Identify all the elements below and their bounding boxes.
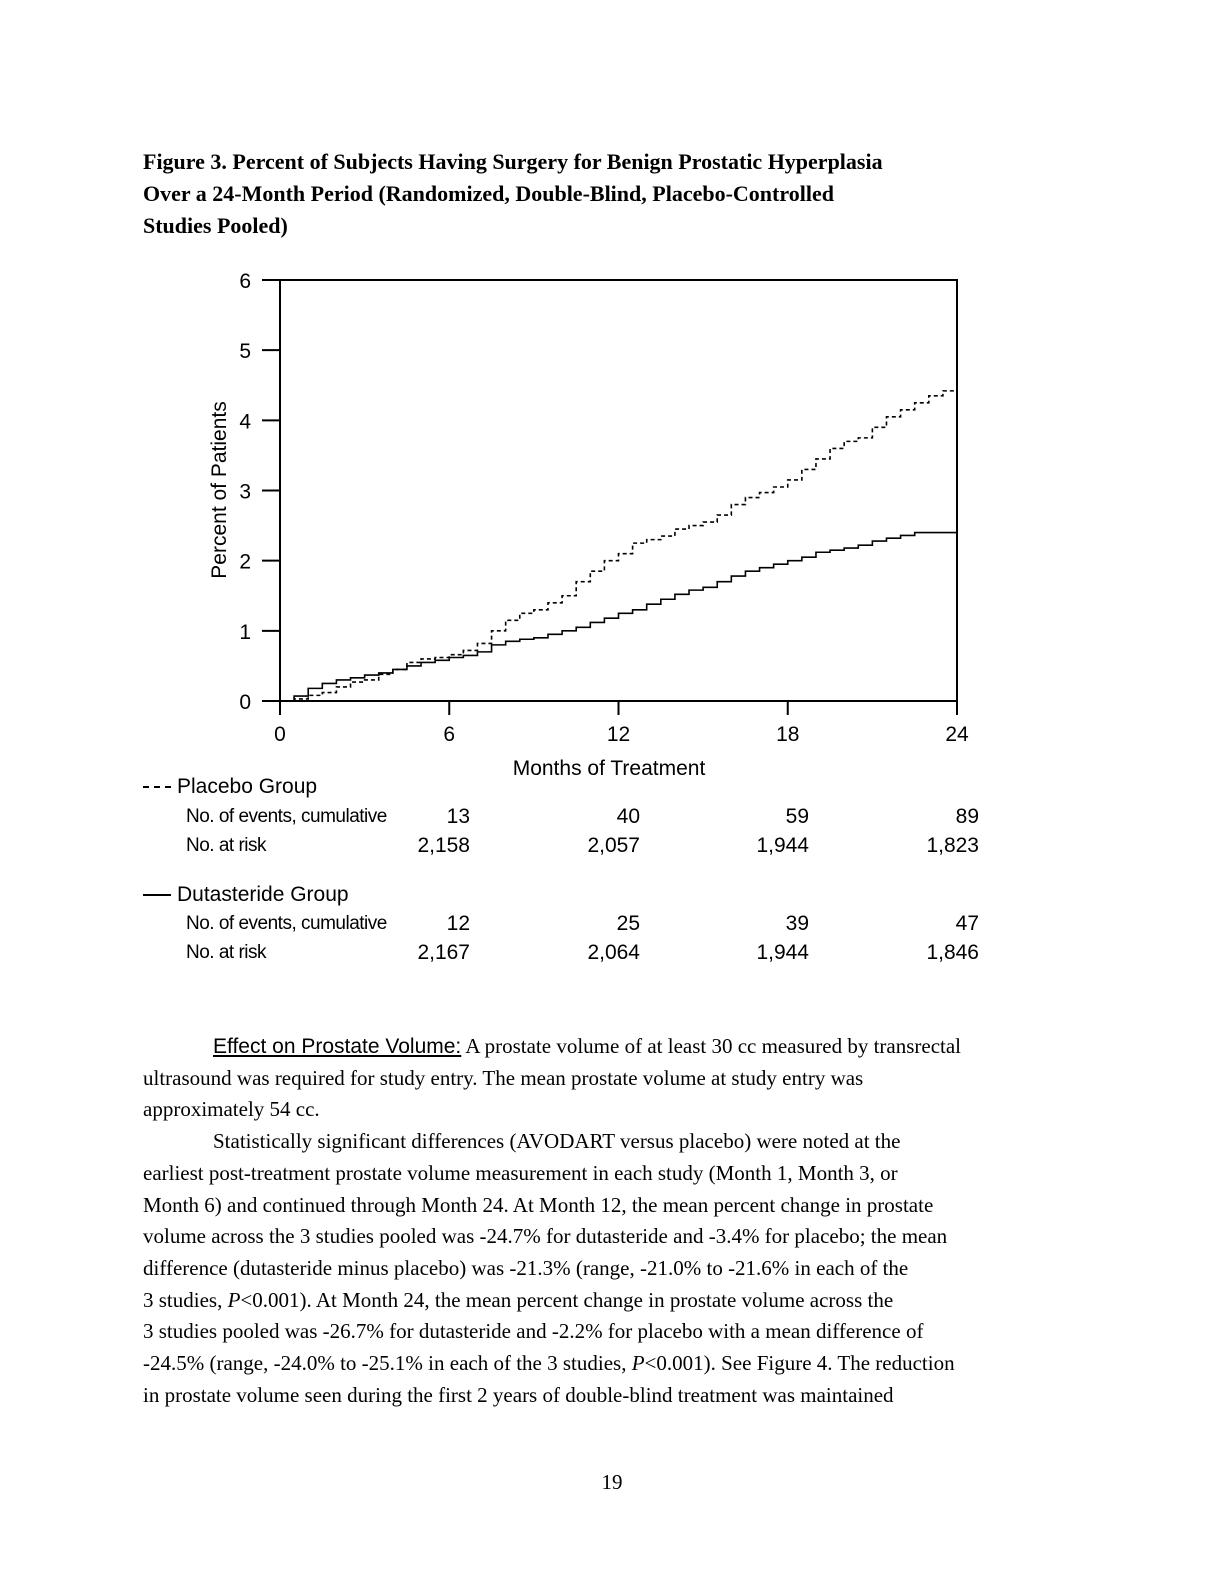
placebo-risk-12: 2,057 <box>587 834 640 857</box>
figure-title: Figure 3. Percent of Subjects Having Sur… <box>143 146 1023 242</box>
page-number: 19 <box>601 1470 623 1494</box>
y-axis-label: Percent of Patients <box>208 401 231 578</box>
paragraph-line: 3 studies pooled was -26.7% for dutaster… <box>143 1319 924 1344</box>
paragraph-line: volume across the 3 studies pooled was -… <box>143 1224 948 1249</box>
placebo-events-18: 59 <box>785 805 809 828</box>
x-tick-label: 6 <box>443 723 455 746</box>
legend-placebo-label: Placebo Group <box>177 775 318 798</box>
y-tick-label: 6 <box>239 270 251 293</box>
paragraph-line: in prostate volume seen during the first… <box>143 1382 894 1407</box>
dutasteride-events-12: 25 <box>616 912 640 935</box>
dutasteride-events-6: 12 <box>446 912 470 935</box>
x-tick-label: 0 <box>274 723 286 746</box>
y-axis: 0 1 2 3 4 5 6 <box>239 270 280 714</box>
placebo-events-6: 13 <box>446 805 470 828</box>
placebo-events-label: No. of events, cumulative <box>186 806 387 827</box>
section-heading: Effect on Prostate Volume: <box>213 1035 462 1058</box>
dutasteride-risk-label: No. at risk <box>186 942 267 963</box>
text-run: <0.001). See Figure 4. The reduction <box>644 1351 955 1376</box>
placebo-risk-label: No. at risk <box>186 835 267 856</box>
x-axis: 0 6 12 18 24 <box>274 701 969 746</box>
legend-dashed-line <box>143 786 171 789</box>
p-value-symbol: P <box>631 1351 645 1376</box>
paragraph-line: earliest post-treatment prostate volume … <box>143 1160 898 1185</box>
series-layer <box>280 390 957 702</box>
y-tick-label: 2 <box>239 551 251 574</box>
dutasteride-events-label: No. of events, cumulative <box>186 913 387 934</box>
text-run: 3 studies, <box>143 1287 228 1312</box>
paragraph-prostate-volume: Effect on Prostate Volume: A prostate vo… <box>143 1031 1073 1126</box>
dutasteride-risk-6: 2,167 <box>417 941 470 964</box>
x-tick-label: 12 <box>607 723 630 746</box>
paragraph-line: approximately 54 cc. <box>143 1097 320 1122</box>
figure-title-line: Over a 24-Month Period (Randomized, Doub… <box>143 181 834 206</box>
dutasteride-risk-24: 1,846 <box>926 941 979 964</box>
figure-title-line: Figure 3. Percent of Subjects Having Sur… <box>143 149 883 174</box>
paragraph-text: A prostate volume of at least 30 cc meas… <box>461 1034 962 1058</box>
placebo-series-line <box>280 390 957 702</box>
y-tick-label: 4 <box>239 410 251 433</box>
legend-dutasteride: Dutasteride Group <box>143 883 349 907</box>
legend-dutasteride-label: Dutasteride Group <box>177 883 349 906</box>
body-text: Effect on Prostate Volume: A prostate vo… <box>143 1031 1073 1411</box>
x-tick-label: 24 <box>945 723 969 746</box>
placebo-risk-18: 1,944 <box>756 834 809 857</box>
y-tick-label: 3 <box>239 481 251 504</box>
legend-placebo: Placebo Group <box>143 775 317 799</box>
y-tick-label: 1 <box>239 621 251 644</box>
y-tick-label: 0 <box>239 691 251 714</box>
paragraph-line: ultrasound was required for study entry.… <box>143 1065 864 1090</box>
plot-frame <box>279 279 958 702</box>
text-run: -24.5% (range, -24.0% to -25.1% in each … <box>143 1351 632 1376</box>
paragraph-line: difference (dutasteride minus placebo) w… <box>143 1255 909 1280</box>
dutasteride-risk-12: 2,064 <box>587 941 640 964</box>
placebo-events-24: 89 <box>955 805 979 828</box>
legend-solid-line <box>143 894 171 897</box>
paragraph-line: 3 studies, P<0.001). At Month 24, the me… <box>143 1285 1073 1317</box>
paragraph-line: -24.5% (range, -24.0% to -25.1% in each … <box>143 1348 1073 1380</box>
placebo-risk-6: 2,158 <box>417 834 470 857</box>
placebo-risk-24: 1,823 <box>926 834 979 857</box>
placebo-events-12: 40 <box>616 805 640 828</box>
dutasteride-events-24: 47 <box>955 912 979 935</box>
y-tick-label: 5 <box>239 340 251 363</box>
paragraph-line: Month 6) and continued through Month 24.… <box>143 1192 934 1217</box>
paragraph-statistics: Statistically significant differences (A… <box>143 1126 1073 1411</box>
text-run: <0.001). At Month 24, the mean percent c… <box>240 1287 894 1312</box>
x-axis-label: Months of Treatment <box>513 757 706 780</box>
dutasteride-events-18: 39 <box>785 912 809 935</box>
paragraph-line: Statistically significant differences (A… <box>213 1129 901 1154</box>
dutasteride-risk-18: 1,944 <box>756 941 809 964</box>
p-value-symbol: P <box>227 1287 241 1312</box>
x-tick-label: 18 <box>776 723 799 746</box>
figure-title-line: Studies Pooled) <box>143 213 288 238</box>
dutasteride-series-line <box>280 531 957 702</box>
